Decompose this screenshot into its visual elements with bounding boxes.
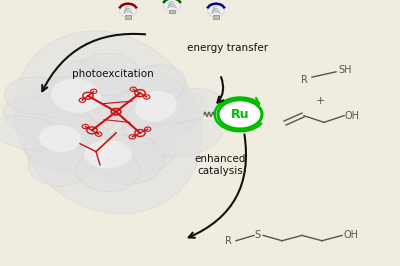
Ellipse shape: [76, 149, 140, 192]
Ellipse shape: [104, 124, 176, 174]
Text: +: +: [315, 96, 325, 106]
Ellipse shape: [139, 89, 221, 124]
Ellipse shape: [122, 91, 206, 143]
Text: enhanced
catalysis: enhanced catalysis: [194, 154, 246, 176]
Ellipse shape: [0, 116, 64, 150]
Bar: [125, 15, 131, 19]
Ellipse shape: [14, 31, 202, 214]
Ellipse shape: [52, 60, 124, 110]
Circle shape: [218, 100, 262, 129]
Text: SH: SH: [338, 65, 352, 76]
Ellipse shape: [76, 53, 140, 96]
Ellipse shape: [39, 125, 81, 152]
Ellipse shape: [208, 4, 224, 17]
Ellipse shape: [32, 77, 120, 136]
Ellipse shape: [28, 144, 92, 186]
Ellipse shape: [84, 140, 132, 168]
Ellipse shape: [120, 4, 136, 17]
Text: energy transfer: energy transfer: [188, 43, 268, 53]
Text: R: R: [224, 236, 232, 246]
Ellipse shape: [126, 65, 186, 105]
Text: OH: OH: [343, 230, 358, 240]
Ellipse shape: [154, 120, 222, 157]
Ellipse shape: [135, 91, 177, 122]
Text: S: S: [254, 230, 260, 240]
Bar: [169, 10, 175, 13]
Ellipse shape: [24, 115, 112, 172]
Ellipse shape: [164, 0, 180, 12]
Text: R: R: [300, 75, 308, 85]
Text: photoexcitation: photoexcitation: [72, 69, 154, 80]
Bar: [213, 15, 219, 19]
Ellipse shape: [110, 74, 186, 128]
Ellipse shape: [3, 97, 101, 148]
Ellipse shape: [51, 78, 101, 113]
Ellipse shape: [4, 77, 68, 114]
Text: Ru: Ru: [231, 108, 249, 121]
Ellipse shape: [92, 135, 164, 184]
Text: OH: OH: [345, 111, 360, 121]
